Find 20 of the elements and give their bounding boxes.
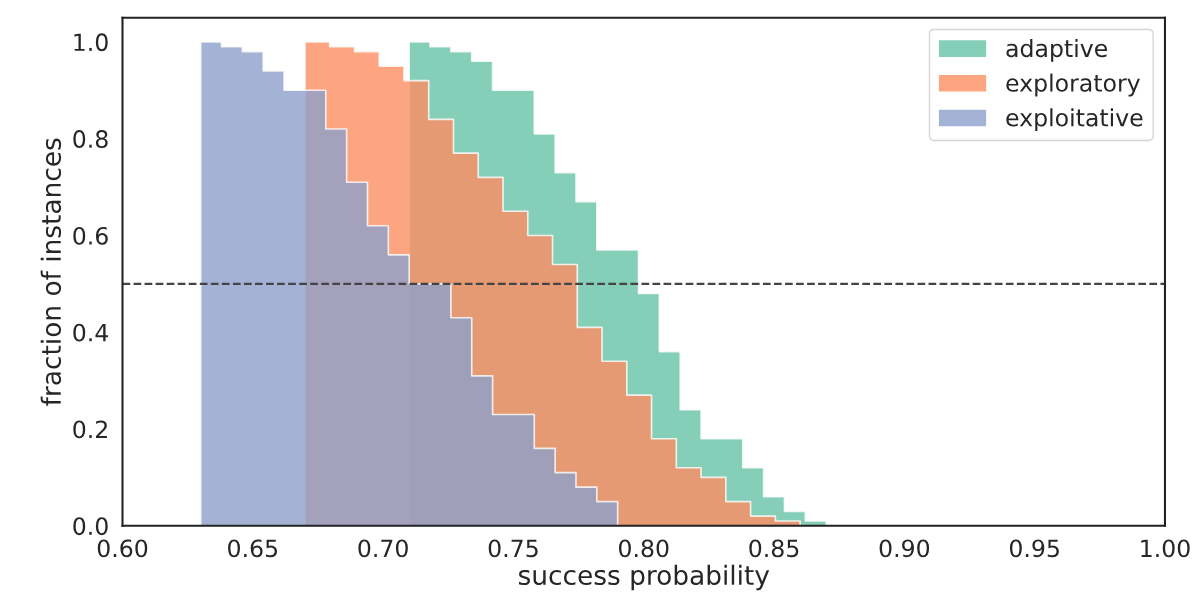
x-tick-label: 0.80 xyxy=(619,539,669,558)
x-tick-label: 0.70 xyxy=(358,539,408,558)
x-tick-label: 0.65 xyxy=(228,539,278,558)
y-tick-label: 0.4 xyxy=(73,323,108,342)
y-tick-label: 0.6 xyxy=(73,226,108,245)
x-axis-title: success probability xyxy=(518,564,770,591)
y-tick-label: 0.2 xyxy=(73,420,107,439)
legend-label: exploratory xyxy=(1006,73,1140,97)
y-tick-label: 1.0 xyxy=(74,33,108,52)
x-tick-label: 0.95 xyxy=(1009,539,1059,558)
legend-label: exploitative xyxy=(1006,108,1143,132)
legend-label: adaptive xyxy=(1006,38,1107,62)
y-tick-label: 0.0 xyxy=(73,517,108,536)
x-tick-label: 0.60 xyxy=(97,539,148,558)
x-tick-label: 0.90 xyxy=(879,539,930,558)
x-tick-label: 0.85 xyxy=(749,539,799,558)
y-axis-title: fraction of instances xyxy=(40,138,62,406)
x-tick-label: 1.00 xyxy=(1141,539,1190,558)
y-tick-label: 0.8 xyxy=(73,130,108,148)
x-tick-label: 0.75 xyxy=(488,539,538,558)
